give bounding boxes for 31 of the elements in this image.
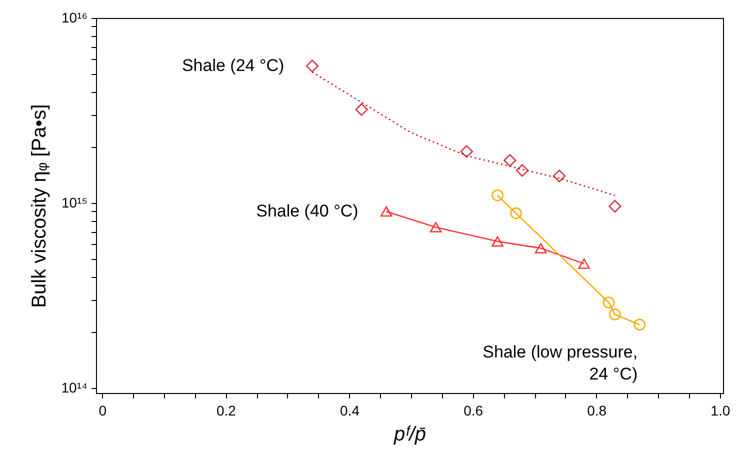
point [355,103,368,116]
point [460,145,473,158]
y-tick-label: 10¹⁴ [61,380,88,396]
x-tick-label: 0 [98,402,107,418]
y-axis-title: Bulk viscosity ηᵩ [Pa•s] [28,104,50,308]
point [552,170,566,182]
x-tick-label: 1.0 [710,402,730,418]
point [578,258,590,269]
point [534,242,547,254]
x-tick-label: 0.2 [216,402,236,418]
x-tick-label: 0.6 [464,402,484,418]
y-tick-label: 10¹⁶ [62,10,88,26]
point [609,308,621,320]
series-label: Shale (40 °C) [256,201,358,220]
point [602,296,615,308]
x-axis-title: pᶠ/p̄ [393,424,426,446]
series-label: Shale (low pressure, 24 °C) [482,342,638,384]
point [516,164,529,177]
point [504,154,516,167]
x-tick-label: 0.8 [587,402,607,418]
point [380,206,392,217]
point [634,318,646,331]
point [492,236,504,247]
y-tick-label: 10¹⁵ [61,194,88,211]
point [608,200,622,213]
point [430,222,442,232]
point [510,207,522,220]
point [306,60,319,72]
x-tick-label: 0.4 [340,402,360,418]
series-label: Shale (24 °C) [182,56,284,76]
point [492,189,504,202]
